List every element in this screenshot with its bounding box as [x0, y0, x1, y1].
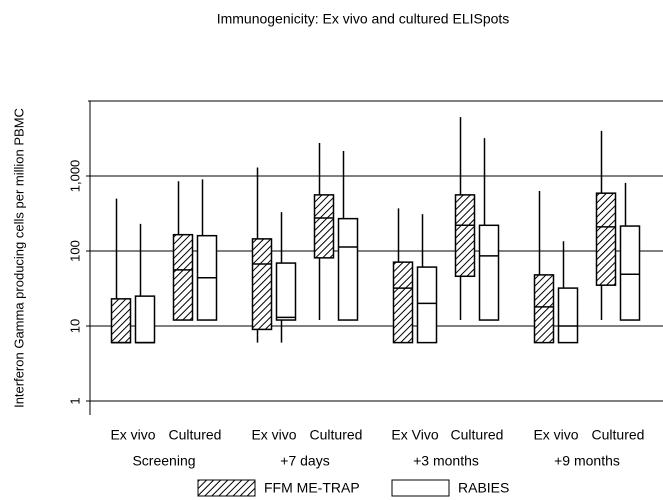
box	[416, 266, 438, 344]
box	[533, 274, 555, 344]
box	[392, 261, 414, 344]
box	[172, 233, 194, 321]
y-tick-label: 10	[67, 319, 82, 333]
y-tick-label: 100	[67, 240, 82, 262]
box	[454, 194, 476, 278]
box	[275, 262, 297, 321]
box	[595, 192, 617, 286]
x-tick-label: Ex Vivo	[391, 427, 438, 443]
box	[134, 295, 156, 344]
legend-swatch	[197, 479, 256, 497]
y-tick-label: 1	[67, 397, 82, 404]
chart-title: Immunogenicity: Ex vivo and cultured ELI…	[217, 11, 510, 27]
box	[478, 224, 500, 321]
x-tick-label: Ex vivo	[533, 427, 578, 443]
box	[251, 238, 273, 331]
x-tick-label: Cultured	[592, 427, 645, 443]
x-tick-label: Cultured	[451, 427, 504, 443]
legend-swatch	[391, 479, 450, 497]
group-label: +3 months	[413, 453, 479, 469]
box	[110, 298, 132, 344]
box	[337, 217, 359, 321]
x-tick-label: Ex vivo	[110, 427, 155, 443]
y-tick-label: 1,000	[67, 160, 82, 193]
legend-label: FFM ME-TRAP	[264, 480, 360, 496]
x-tick-label: Cultured	[310, 427, 363, 443]
group-label: +7 days	[280, 453, 329, 469]
group-label: Screening	[132, 453, 195, 469]
legend-label: RABIES	[458, 480, 509, 496]
group-label: +9 months	[554, 453, 620, 469]
x-tick-label: Ex vivo	[251, 427, 296, 443]
box	[619, 225, 641, 321]
x-tick-label: Cultured	[169, 427, 222, 443]
y-axis-label: Interferon Gamma producing cells per mil…	[11, 108, 26, 408]
box	[313, 194, 335, 259]
box	[557, 287, 579, 344]
